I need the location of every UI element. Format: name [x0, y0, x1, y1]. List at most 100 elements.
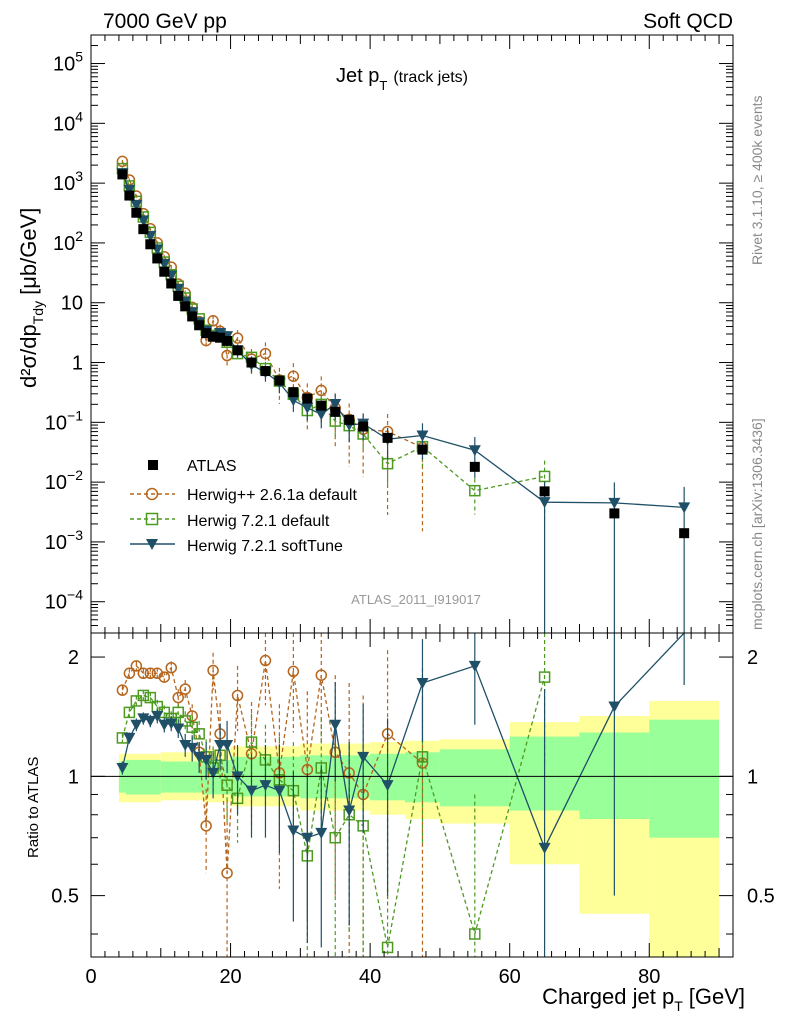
ratio-point-softtune [158, 719, 171, 731]
point-softtune [130, 199, 143, 211]
atlas-point [302, 393, 313, 404]
y-tick-label: 103 [53, 168, 83, 195]
x-tick-label: 60 [499, 966, 521, 988]
y-tick-exp: 4 [75, 108, 83, 124]
ratio-line-herwig26 [121, 660, 423, 874]
atlas-point [152, 253, 163, 264]
x-tick-label: 40 [359, 966, 381, 988]
ratio-point-softtune [538, 842, 551, 854]
ratio-point-softtune [186, 742, 199, 754]
atlas-point [260, 366, 271, 377]
y-tick-label: 10−4 [45, 587, 83, 614]
ratio-point-softtune [329, 719, 342, 731]
y-tick-exp: −3 [67, 527, 83, 543]
atlas-point [539, 486, 550, 497]
x-axis-label-sub: T [674, 998, 683, 1014]
series-line-herwig721 [121, 168, 545, 492]
atlas-point [330, 406, 341, 417]
ratio-point-herwig721 [329, 831, 341, 844]
ratio-point-softtune [200, 754, 213, 766]
atlas-point [166, 278, 177, 289]
legend-item-atlas: ATLAS [148, 458, 237, 475]
y-tick-base: 10 [45, 412, 67, 434]
x-axis-label: Charged jet pT [GeV] [542, 984, 745, 1014]
y-axis-label-sub: Tdy [30, 301, 46, 324]
ratio-tick-label-right: 1 [747, 766, 758, 788]
ratio-point-herwig26 [200, 820, 212, 832]
ratio-band-green [160, 761, 203, 793]
ratio-point-herwig721 [193, 728, 205, 740]
ratio-point-herwig26 [165, 661, 177, 674]
atlas-point [469, 461, 480, 472]
atlas-point [358, 421, 369, 432]
rivet-label: Rivet 3.1.10, ≥ 400k events [749, 95, 765, 265]
analysis-label: ATLAS_2011_I919017 [351, 592, 481, 607]
ratio-point-softtune [116, 762, 129, 774]
ratio-point-herwig26 [179, 683, 191, 695]
y-tick-label: 10 [61, 293, 83, 315]
ratio-point-herwig26 [207, 664, 219, 677]
y-tick-base: 10 [45, 472, 67, 494]
ratio-point-herwig721 [538, 671, 551, 683]
ratio-tick-label: 0.5 [51, 886, 79, 908]
ratio-point-herwig26 [231, 689, 244, 702]
atlas-point [145, 239, 156, 250]
y-tick-exp: 5 [75, 49, 83, 65]
ratio-point-softtune [608, 701, 621, 713]
legend-item-softtune: Herwig 7.2.1 softTune [130, 538, 343, 555]
atlas-point [417, 444, 428, 455]
point-softtune [538, 497, 551, 509]
point-softtune [416, 430, 429, 442]
point-softtune [468, 445, 481, 457]
ratio-point-softtune [179, 739, 192, 751]
ratio-point-herwig721 [381, 941, 394, 954]
y-tick-exp: −4 [67, 587, 83, 603]
atlas-point [382, 432, 393, 443]
atlas-point [159, 266, 170, 277]
ratio-tick-label-right: 0.5 [747, 886, 775, 908]
ratio-point-softtune [381, 780, 394, 792]
ratio-point-herwig26 [315, 669, 328, 681]
atlas-point [194, 320, 205, 331]
chart-title-sub: T [379, 78, 387, 93]
atlas-point [138, 224, 149, 235]
y-tick-exp: 3 [75, 168, 83, 184]
legend-marker-herwig721 [145, 512, 159, 526]
point-herwig26 [259, 347, 272, 360]
legend: ATLAS Herwig++ 2.6.1a default Herwig 7.2… [130, 458, 357, 555]
header-left: 7000 GeV pp [103, 10, 227, 33]
ratio-point-herwig26 [137, 667, 150, 680]
ratio-point-herwig26 [172, 691, 184, 704]
atlas-point [316, 400, 327, 411]
y-axis-label-unit: [μb/GeV] [16, 208, 41, 295]
legend-label-atlas: ATLAS [187, 458, 237, 475]
atlas-point [201, 328, 212, 339]
mcplots-label: mcplots.cern.ch [arXiv:1306.3436] [749, 418, 765, 630]
atlas-point [232, 345, 243, 356]
ratio-point-herwig721 [416, 751, 429, 763]
atlas-point [187, 311, 198, 322]
y-tick-label: 10−1 [45, 407, 83, 434]
ratio-point-herwig721 [179, 715, 191, 727]
legend-marker-softtune [146, 539, 158, 550]
y-tick-base: 10 [53, 233, 75, 255]
atlas-point [222, 335, 233, 346]
series-line-herwig26 [121, 161, 423, 449]
atlas-point [131, 207, 142, 218]
ratio-tick-label: 2 [68, 647, 79, 669]
ratio-point-herwig26 [158, 671, 171, 683]
ratio-band-green [118, 761, 126, 793]
ratio-point-herwig26 [259, 654, 272, 667]
ratio-band-green [649, 719, 720, 838]
legend-marker-herwig26 [145, 487, 159, 501]
ratio-point-softtune [416, 678, 429, 690]
ratio-axis-label: Ratio to ATLAS [25, 757, 42, 858]
point-softtune [329, 399, 342, 411]
atlas-point [208, 331, 219, 342]
ratio-point-herwig26 [130, 660, 143, 672]
atlas-point [344, 414, 355, 425]
point-softtune [287, 395, 300, 407]
ratio-point-softtune [151, 710, 164, 722]
x-axis-label-unit: [GeV] [689, 984, 745, 1009]
ratio-point-herwig26 [123, 667, 136, 680]
